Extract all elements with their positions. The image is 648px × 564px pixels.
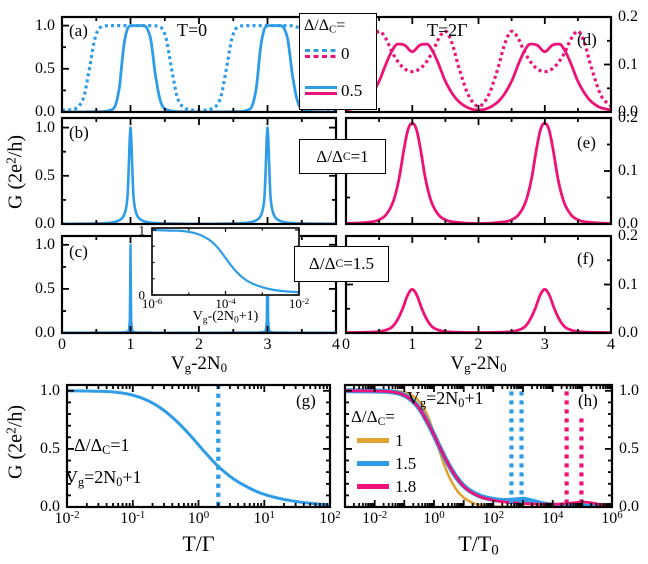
panel-g-gate-label: Vg=2N0+1 bbox=[65, 467, 142, 490]
ticks-h bbox=[344, 385, 613, 508]
inset-background bbox=[151, 227, 300, 296]
legend-entry-label-05: 0.5 bbox=[341, 81, 363, 100]
panel-h-gate-label: Vg=2N0+1 bbox=[407, 388, 484, 411]
legend-panel-h: Δ/ΔC= 1 1.5 1.8 bbox=[351, 407, 417, 496]
ticks-c-inset bbox=[151, 228, 300, 296]
panel-f bbox=[344, 234, 613, 335]
frame-b bbox=[60, 116, 338, 226]
blue-solid-line-swatch bbox=[305, 85, 337, 90]
curve-d-1 bbox=[346, 42, 611, 112]
panel-c-inset bbox=[151, 227, 300, 296]
orange-line-swatch bbox=[357, 438, 389, 443]
legend-entry-solid: 0.5 bbox=[300, 72, 376, 109]
legend-h-entries: 1 1.5 1.8 bbox=[351, 431, 417, 496]
y-axis-label-bottom: G (2e2/h) bbox=[3, 405, 27, 479]
panel-b bbox=[60, 116, 338, 226]
temperature-label-panel-a: T=0 bbox=[177, 20, 208, 40]
curve-b-0 bbox=[62, 126, 336, 224]
legend-h-entry-label: 1.8 bbox=[395, 477, 417, 496]
legend-entry-label-0: 0 bbox=[341, 44, 350, 63]
ticks-b bbox=[61, 118, 337, 225]
ticks-f bbox=[345, 235, 612, 334]
legend-h-entry-1.5: 1.5 bbox=[351, 454, 417, 473]
blue-dashed-line-swatch bbox=[305, 48, 337, 53]
panel-d bbox=[344, 15, 613, 114]
pink-line-swatch bbox=[357, 484, 389, 489]
ticks-g bbox=[66, 385, 331, 508]
curve-d-0 bbox=[346, 29, 611, 108]
legend-h-entry-1: 1 bbox=[351, 431, 416, 450]
legend-h-title: Δ/ΔC= bbox=[351, 407, 395, 428]
y-axis-label-top: G (2e2/h) bbox=[3, 135, 27, 209]
ticks-e bbox=[345, 117, 612, 225]
dashed-lines-swatch bbox=[305, 48, 337, 59]
panel-g-delta-label: Δ/ΔC=1 bbox=[74, 435, 130, 458]
panel-g bbox=[65, 383, 332, 509]
legend-h-entry-label: 1.5 bbox=[395, 454, 417, 473]
temperature-label-panel-d: T=2Γ bbox=[427, 20, 468, 40]
legend-top-title: Δ/ΔC= bbox=[304, 17, 346, 36]
pink-dashed-line-swatch bbox=[305, 54, 337, 59]
solid-lines-swatch bbox=[305, 85, 337, 96]
pink-solid-line-swatch bbox=[305, 91, 337, 96]
blue-line-swatch bbox=[357, 461, 389, 466]
legend-top: Δ/ΔC= 0 0.5 bbox=[299, 13, 377, 110]
delta-ratio-box-row2: Δ/Δ C =1 bbox=[299, 139, 386, 174]
curve-c-inset-0 bbox=[152, 228, 299, 294]
curve-g-0 bbox=[67, 389, 330, 507]
panel-h bbox=[343, 383, 614, 509]
legend-entry-dashed: 0 bbox=[300, 35, 376, 72]
legend-h-entry-1.8: 1.8 bbox=[351, 477, 417, 496]
delta-ratio-box-row3: Δ/Δ C =1.5 bbox=[294, 246, 389, 282]
legend-h-entry-label: 1 bbox=[395, 431, 404, 450]
